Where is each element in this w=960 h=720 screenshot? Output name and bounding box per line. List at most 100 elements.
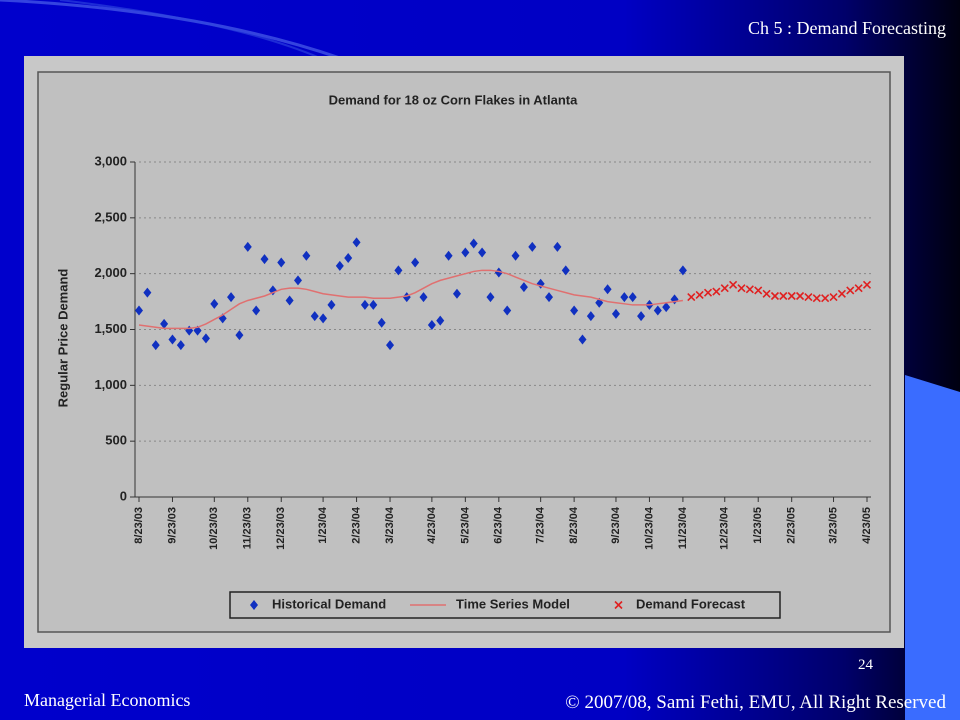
data-point [143, 287, 152, 298]
data-point [628, 292, 637, 303]
y-tick-label: 2,500 [94, 209, 127, 224]
data-point [545, 292, 554, 303]
forecast-point [846, 286, 855, 295]
forecast-point [812, 294, 821, 303]
data-point [386, 340, 395, 351]
legend-label: Demand Forecast [636, 596, 746, 611]
forecast-point [695, 290, 704, 299]
data-point [469, 238, 478, 249]
x-tick-label: 6/23/04 [493, 506, 505, 544]
legend-swatch [614, 600, 623, 610]
page-number: 24 [858, 657, 873, 673]
x-tick-label: 3/23/05 [827, 507, 839, 544]
data-point [637, 311, 646, 322]
data-point [176, 340, 185, 351]
legend-swatch [250, 600, 258, 610]
chart-area [37, 71, 891, 633]
forecast-point [720, 284, 729, 293]
data-point [586, 311, 595, 322]
y-tick-label: 3,000 [94, 153, 127, 168]
x-tick-label: 9/23/03 [166, 507, 178, 544]
data-point [678, 265, 687, 276]
data-point [210, 298, 219, 309]
data-point [243, 241, 252, 252]
x-tick-label: 7/23/04 [535, 506, 547, 544]
y-tick-label: 0 [120, 488, 127, 503]
x-tick-label: 10/23/04 [643, 506, 655, 550]
forecast-point [762, 289, 771, 298]
forecast-point [787, 291, 796, 301]
x-tick-label: 2/23/04 [350, 506, 362, 544]
x-tick-label: 5/23/04 [459, 506, 471, 544]
data-point [528, 241, 537, 252]
data-point [360, 299, 369, 310]
forecast-point [821, 294, 830, 303]
data-point [293, 275, 302, 286]
data-point [327, 299, 336, 310]
data-point [419, 292, 428, 303]
forecast-point [729, 280, 738, 289]
data-point [478, 247, 487, 258]
x-tick-label: 10/23/03 [208, 507, 220, 550]
data-point [461, 247, 470, 258]
data-point [302, 250, 311, 261]
x-tick-label: 4/23/05 [861, 507, 873, 544]
forecast-point [829, 293, 838, 302]
data-point [511, 250, 520, 261]
data-point [277, 257, 286, 268]
x-tick-label: 11/23/03 [242, 507, 254, 549]
data-point [344, 253, 353, 264]
data-point [135, 305, 143, 316]
y-tick-label: 1,000 [94, 377, 127, 392]
x-tick-label: 12/23/04 [719, 506, 731, 550]
forecast-point [770, 291, 780, 301]
model-line [138, 269, 684, 330]
forecast-point [737, 284, 746, 293]
forecast-point [703, 288, 713, 297]
footer-left: Managerial Economics [24, 690, 191, 710]
data-point [570, 305, 579, 316]
x-tick-label: 2/23/05 [786, 507, 798, 544]
y-tick-label: 2,000 [94, 265, 127, 280]
data-point [578, 334, 587, 345]
legend-label: Historical Demand [272, 596, 386, 611]
legend-label: Time Series Model [456, 596, 570, 611]
y-tick-label: 1,500 [94, 321, 127, 336]
data-point [151, 340, 160, 351]
legend [229, 591, 781, 619]
forecast-point [745, 285, 754, 294]
data-point [519, 282, 528, 293]
data-point [201, 333, 210, 344]
forecast-point [837, 289, 846, 298]
data-point [603, 284, 612, 295]
data-point [252, 305, 261, 316]
x-tick-label: 12/23/03 [275, 507, 287, 550]
forecast-point [754, 286, 763, 295]
footer-right: © 2007/08, Sami Fethi, EMU, All Right Re… [565, 692, 946, 713]
data-point [452, 288, 461, 299]
data-point [285, 295, 294, 306]
data-point [436, 315, 445, 326]
data-point [444, 250, 453, 261]
data-point [260, 254, 269, 265]
x-tick-label: 8/23/04 [568, 506, 580, 544]
data-point [168, 334, 177, 345]
data-point [427, 320, 436, 331]
chart-title: Demand for 18 oz Corn Flakes in Atlanta [329, 92, 579, 107]
y-axis-label: Regular Price Demand [55, 269, 70, 408]
y-tick-label: 500 [105, 433, 127, 448]
data-point [227, 292, 236, 303]
x-tick-label: 3/23/04 [384, 506, 396, 544]
data-point [620, 292, 629, 303]
data-point [553, 241, 562, 252]
x-tick-label: 8/23/03 [133, 507, 145, 544]
data-point [335, 260, 344, 271]
data-point [310, 311, 319, 322]
data-point [352, 237, 361, 248]
x-tick-label: 4/23/04 [426, 506, 438, 544]
x-tick-label: 1/23/05 [752, 507, 764, 544]
data-point [494, 267, 503, 278]
